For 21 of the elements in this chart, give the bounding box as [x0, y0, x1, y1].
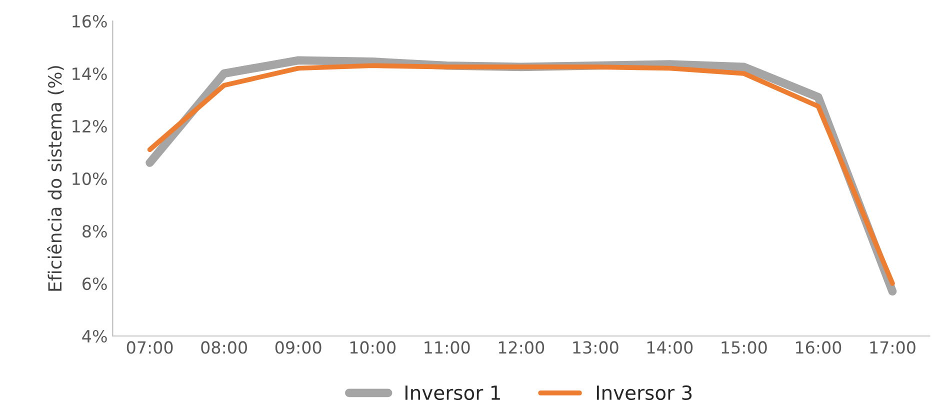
x-tick-label: 11:00	[424, 341, 470, 354]
x-tick-label: 13:00	[573, 341, 618, 354]
x-tick-label: 10:00	[350, 341, 396, 354]
x-tick-label: 07:00	[126, 341, 173, 354]
legend-label: Inversor 3	[596, 385, 692, 400]
x-tick-label: 12:00	[498, 341, 544, 354]
y-tick-label: 10%	[72, 172, 107, 186]
x-tick-label: 09:00	[275, 341, 322, 354]
y-tick-label: 16%	[72, 14, 107, 28]
y-tick-label: 8%	[82, 224, 107, 238]
x-tick-label: 15:00	[722, 341, 767, 354]
legend-label: Inversor 1	[406, 386, 500, 400]
y-tick-label: 12%	[72, 120, 107, 133]
x-tick-label: 14:00	[647, 341, 693, 354]
y-axis-title: Eficiência do sistema (%)	[47, 66, 64, 291]
y-tick-label: 6%	[82, 277, 107, 290]
x-tick-label: 16:00	[796, 341, 842, 354]
y-tick-label: 4%	[82, 330, 107, 343]
x-tick-label: 08:00	[201, 341, 247, 354]
y-tick-label: 14%	[72, 67, 107, 80]
x-tick-label: 17:00	[870, 341, 916, 354]
